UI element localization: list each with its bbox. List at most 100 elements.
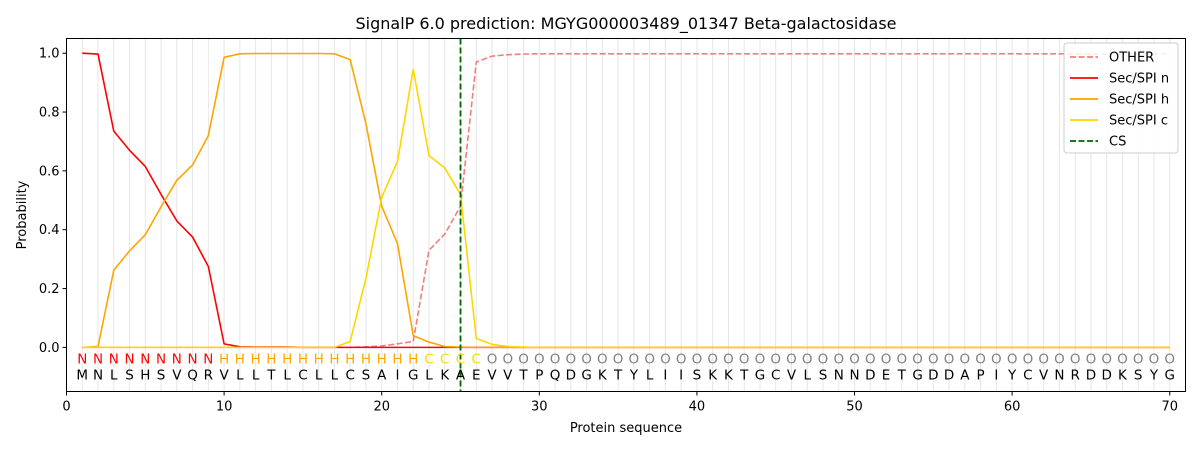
region-label: O (550, 352, 561, 368)
residue-label: S (819, 368, 828, 384)
x-tick-label: 50 (846, 400, 863, 415)
region-label: N (156, 352, 166, 368)
residue-label: N (1054, 368, 1064, 384)
residue-label: T (518, 368, 528, 384)
residue-label: K (708, 368, 718, 384)
region-label: N (77, 352, 87, 368)
residue-label: I (395, 368, 399, 384)
region-label: C (440, 352, 449, 368)
residue-label: K (440, 368, 450, 384)
residue-label: I (994, 368, 998, 384)
region-label: N (140, 352, 150, 368)
series-line-sec-spi-c (82, 68, 1170, 349)
region-label: O (1164, 352, 1175, 368)
region-label: O (1101, 352, 1112, 368)
legend-box (1063, 42, 1179, 154)
x-tick-label: 30 (531, 400, 548, 415)
region-label: O (739, 352, 750, 368)
sequence-track: NMNNNLNSNHNSNVNQNRHVHLHLHTHLHCHLHLHCHSHA… (76, 352, 1175, 384)
residue-label: E (882, 368, 891, 384)
residue-label: C (771, 368, 780, 384)
residue-label: T (739, 368, 749, 384)
y-tick-label: 0.6 (39, 164, 60, 179)
x-axis-title: Protein sequence (570, 421, 682, 436)
region-label: O (644, 352, 655, 368)
residue-label: M (76, 368, 88, 384)
region-label: O (960, 352, 971, 368)
x-tick-label: 20 (373, 400, 390, 415)
residue-label: L (331, 368, 339, 384)
residue-label: K (598, 368, 608, 384)
x-tick-label: 60 (1004, 400, 1021, 415)
residue-label: N (849, 368, 859, 384)
residue-label: V (219, 368, 229, 384)
residue-label: V (787, 368, 797, 384)
region-label: H (408, 352, 418, 368)
residue-label: L (425, 368, 433, 384)
region-label: N (172, 352, 182, 368)
chart-title: SignalP 6.0 prediction: MGYG000003489_01… (355, 14, 896, 34)
legend-label: Sec/SPI n (1109, 72, 1169, 87)
residue-label: N (93, 368, 103, 384)
region-label: O (1133, 352, 1144, 368)
residue-label: L (110, 368, 118, 384)
residue-label: C (345, 368, 354, 384)
region-label: O (1007, 352, 1018, 368)
region-label: O (770, 352, 781, 368)
plot-frame (66, 38, 1186, 392)
region-label: O (833, 352, 844, 368)
residue-label: S (1134, 368, 1143, 384)
residue-label: V (172, 368, 182, 384)
region-label: O (928, 352, 939, 368)
x-tick-label: 10 (216, 400, 233, 415)
region-label: N (203, 352, 213, 368)
x-tick-label: 40 (689, 400, 706, 415)
residue-label: L (236, 368, 244, 384)
residue-label: L (803, 368, 811, 384)
residue-label: S (125, 368, 134, 384)
residue-label: S (362, 368, 371, 384)
region-label: O (629, 352, 640, 368)
region-label: H (219, 352, 229, 368)
legend-label: CS (1109, 135, 1126, 150)
residue-label: V (487, 368, 497, 384)
residue-label: D (944, 368, 954, 384)
residue-label: R (204, 368, 213, 384)
region-label: O (707, 352, 718, 368)
residue-label: Q (550, 368, 561, 384)
region-label: O (660, 352, 671, 368)
legend-label: Sec/SPI c (1109, 114, 1168, 129)
residue-label: D (928, 368, 938, 384)
y-tick-label: 1.0 (39, 47, 60, 62)
x-axis-ticks: 0 10 20 30 40 50 60 70 (62, 391, 1178, 415)
residue-label: K (724, 368, 734, 384)
region-label: O (912, 352, 923, 368)
residue-label: D (1101, 368, 1111, 384)
region-label: C (424, 352, 433, 368)
residue-label: D (1086, 368, 1096, 384)
region-label: H (392, 352, 402, 368)
residue-label: G (1165, 368, 1175, 384)
residue-label: H (140, 368, 150, 384)
residue-label: E (472, 368, 481, 384)
region-label: O (487, 352, 498, 368)
region-label: N (188, 352, 198, 368)
region-label: O (613, 352, 624, 368)
residue-label: Q (187, 368, 198, 384)
region-label: O (597, 352, 608, 368)
region-label: H (345, 352, 355, 368)
region-label: O (881, 352, 892, 368)
region-label: O (802, 352, 813, 368)
residue-label: C (298, 368, 307, 384)
region-label: C (456, 352, 465, 368)
region-label: O (944, 352, 955, 368)
y-tick-label: 0.0 (39, 341, 60, 356)
residue-label: L (646, 368, 654, 384)
region-label: O (755, 352, 766, 368)
region-label: O (975, 352, 986, 368)
region-label: O (1054, 352, 1065, 368)
residue-label: D (865, 368, 875, 384)
region-label: H (298, 352, 308, 368)
residue-label: C (1023, 368, 1032, 384)
